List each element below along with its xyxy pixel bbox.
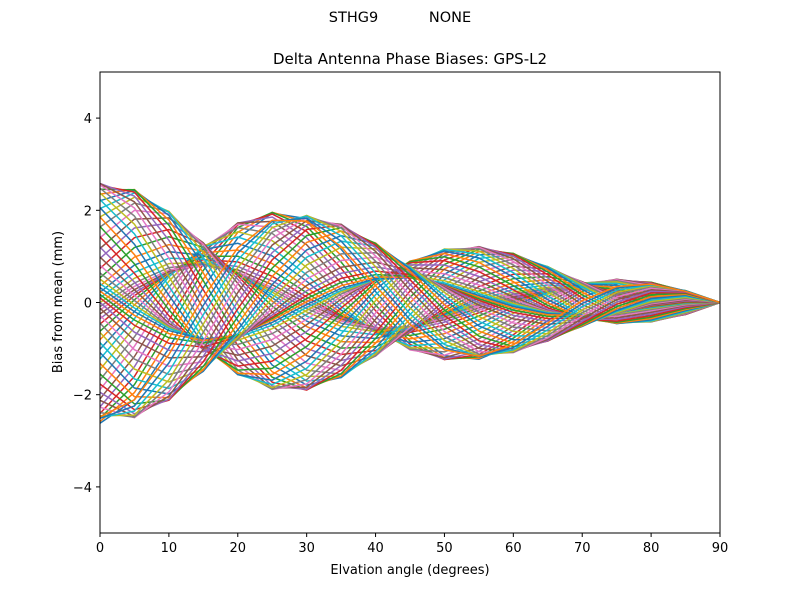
figure-suptitle: STHG9 NONE (328, 10, 472, 26)
series-line-68 (99, 214, 721, 418)
x-tick-label: 40 (367, 541, 384, 556)
y-axis-label: Bias from mean (mm) (51, 231, 66, 373)
series-line-11 (99, 242, 721, 350)
series-line-9 (99, 231, 721, 371)
series-line-72 (99, 219, 721, 418)
x-tick-label: 50 (436, 541, 453, 556)
y-tick-label: 4 (84, 112, 92, 127)
series-line-65 (99, 223, 721, 415)
x-tick-label: 60 (505, 541, 522, 556)
y-tick-label: −4 (73, 481, 92, 496)
series-line-66 (99, 219, 721, 418)
series-line-27 (99, 209, 721, 372)
x-axis: 0 10 20 30 40 50 60 70 80 90 (96, 533, 728, 556)
series-line-63 (99, 226, 721, 405)
x-tick-label: 90 (712, 541, 729, 556)
series-line-70 (99, 215, 721, 419)
x-tick-label: 80 (643, 541, 660, 556)
series-line-31 (99, 189, 721, 386)
x-tick-label: 10 (161, 541, 178, 556)
y-tick-label: 0 (84, 297, 92, 312)
series-line-71 (99, 217, 721, 420)
series-layer (99, 182, 721, 424)
series-line-61 (99, 234, 721, 395)
y-tick-label: 2 (84, 204, 92, 219)
series-line-69 (99, 214, 721, 417)
series-line-62 (99, 230, 721, 399)
series-line-13 (99, 255, 721, 337)
x-tick-label: 0 (96, 541, 104, 556)
y-axis: −4 −2 0 2 4 (73, 112, 100, 496)
series-line-67 (99, 216, 721, 419)
series-line-64 (99, 224, 721, 411)
x-tick-label: 20 (230, 541, 247, 556)
chart-title: Delta Antenna Phase Biases: GPS-L2 (273, 50, 547, 68)
x-tick-label: 70 (574, 541, 591, 556)
x-tick-label: 30 (298, 541, 315, 556)
x-axis-label: Elvation angle (degrees) (330, 563, 489, 578)
y-tick-label: −2 (73, 389, 92, 404)
